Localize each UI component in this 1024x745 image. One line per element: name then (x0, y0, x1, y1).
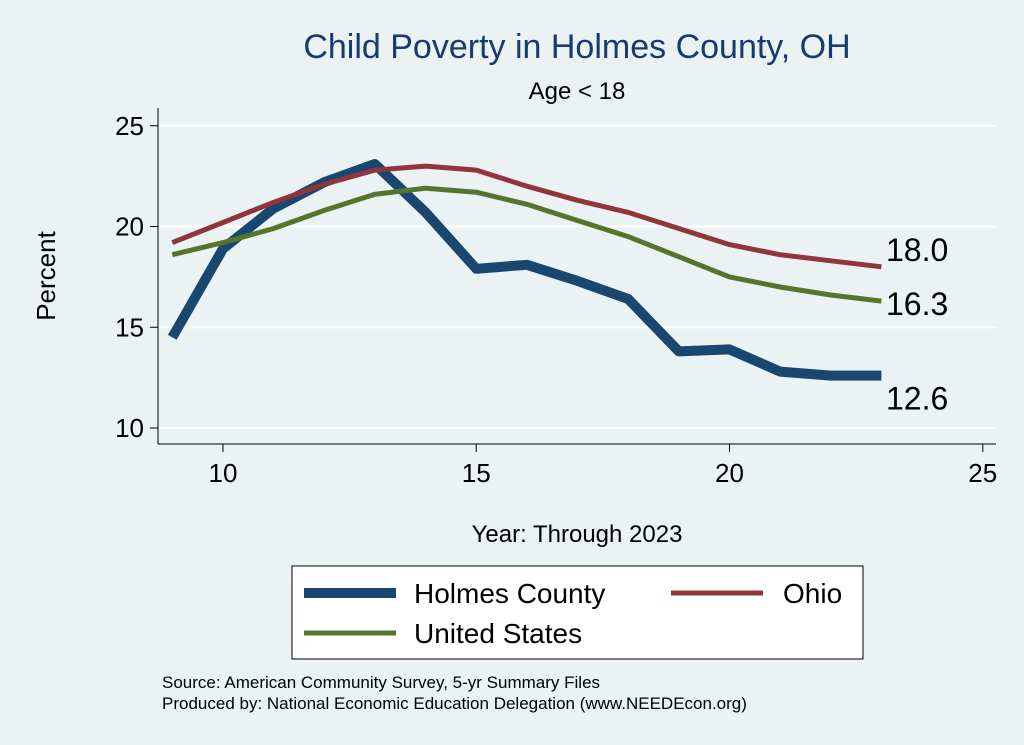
series-group (167, 159, 882, 381)
produced-by-note: Produced by: National Economic Education… (162, 694, 747, 713)
x-tick-label: 25 (968, 458, 997, 488)
end-label-holmes-county: 12.6 (886, 381, 948, 417)
x-ticks: 10 15 20 25 (209, 444, 997, 488)
chart-subtitle: Age < 18 (529, 78, 626, 105)
chart-title: Child Poverty in Holmes County, OH (303, 28, 850, 66)
x-axis-label: Year: Through 2023 (472, 521, 683, 548)
series-line-united-states (171, 185, 882, 304)
end-label-united-states: 16.3 (886, 286, 948, 322)
legend-box (291, 565, 864, 660)
end-labels: 18.0 16.3 12.6 (886, 232, 948, 417)
legend-label-holmes-county: Holmes County (414, 578, 605, 609)
y-tick-label: 10 (115, 413, 144, 443)
y-ticks: 10 15 20 25 (115, 111, 158, 443)
legend-label-united-states: United States (414, 618, 582, 649)
grid-lines (158, 124, 996, 429)
x-tick-label: 10 (209, 458, 238, 488)
end-label-ohio: 18.0 (886, 232, 948, 268)
y-tick-label: 20 (115, 212, 144, 242)
source-note: Source: American Community Survey, 5-yr … (162, 673, 600, 692)
y-tick-label: 15 (115, 312, 144, 342)
y-tick-label: 25 (115, 111, 144, 141)
x-tick-label: 20 (715, 458, 744, 488)
y-axis-label: Percent (31, 230, 61, 320)
series-line-holmes-county (167, 159, 882, 381)
x-tick-label: 15 (462, 458, 491, 488)
legend-label-ohio: Ohio (783, 578, 842, 609)
